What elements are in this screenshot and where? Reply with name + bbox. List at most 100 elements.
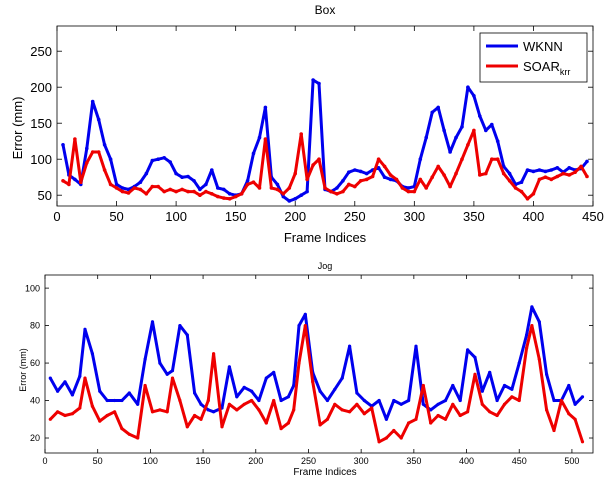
box-series-wknn-point — [192, 179, 196, 183]
jog-series-wknn-point — [510, 387, 514, 391]
jog-series-wknn-point — [436, 402, 440, 406]
jog-series-wknn-point — [90, 352, 94, 356]
jog-series-wknn-point — [199, 402, 203, 406]
jog-series-wknn-point — [206, 408, 210, 412]
box-series-soar-point — [222, 196, 226, 200]
box-series-wknn-point — [531, 169, 536, 174]
box-series-soar-point — [442, 173, 446, 177]
jog-xtick-label: 350 — [406, 456, 421, 466]
box-series-wknn-point — [102, 143, 107, 147]
jog-series-soar-point — [510, 395, 514, 399]
jog-series-soar-point — [466, 410, 470, 414]
box-series-soar-point — [561, 171, 565, 176]
box-series-wknn-point — [382, 175, 387, 179]
box-series-wknn-point — [245, 179, 250, 183]
box-series-wknn-point — [186, 174, 190, 179]
jog-series-soar-point — [242, 402, 246, 406]
box-series-soar-point — [436, 164, 441, 169]
jog-series-soar-point — [165, 410, 169, 414]
box-series-wknn-point — [519, 180, 524, 184]
box-series-soar-point — [513, 186, 518, 190]
box-series-wknn-point — [418, 157, 423, 161]
jog-chart-xlabel: Frame Indices — [293, 467, 356, 477]
box-series-wknn-point — [180, 175, 184, 179]
jog-series-wknn-point — [185, 333, 189, 337]
box-series-soar-point — [275, 187, 280, 192]
jog-xtick-label: 250 — [301, 456, 316, 466]
box-series-wknn-point — [305, 189, 309, 194]
jog-series-soar-point — [272, 398, 276, 403]
jog-series-soar-point — [530, 324, 534, 328]
jog-series-soar-point — [56, 410, 60, 414]
box-series-soar-point — [370, 174, 375, 179]
jog-series-wknn-point — [48, 376, 52, 380]
box-series-soar-point — [132, 186, 137, 190]
jog-series-soar-point — [480, 402, 484, 406]
jog-series-soar-point — [502, 402, 507, 406]
jog-series-soar-point — [105, 413, 109, 418]
jog-series-soar-point — [150, 410, 155, 414]
jog-series-wknn-point — [362, 398, 366, 403]
box-series-soar-point — [126, 191, 131, 195]
box-series-wknn-point — [347, 170, 351, 174]
jog-series-soar-point — [235, 408, 239, 412]
jog-xtick-label: 150 — [196, 456, 211, 466]
jog-series-wknn-point — [473, 355, 477, 359]
box-series-wknn-point — [376, 166, 381, 170]
box-series-wknn-point — [454, 135, 458, 140]
jog-series-wknn-point — [136, 402, 140, 406]
legend-label-soar-subscript: krr — [560, 67, 571, 77]
box-series-soar-point — [543, 175, 548, 179]
jog-chart-ticks: 0 50 100 150 200 250 300 350 400 450 500 20 40 60 80 10… — [25, 275, 593, 466]
box-series-wknn-point — [430, 110, 435, 115]
jog-series-wknn-point — [525, 333, 529, 337]
box-series-soar-point — [114, 186, 119, 190]
box-series-wknn-point — [317, 81, 321, 86]
jog-series-soar-point — [113, 410, 117, 414]
box-series-soar-point — [245, 182, 250, 187]
box-series-soar-point — [233, 194, 238, 199]
box-series-wknn-point — [460, 125, 464, 129]
jog-series-wknn-point — [466, 348, 470, 352]
jog-series-soar-point — [78, 406, 82, 410]
box-series-soar-point — [90, 150, 95, 154]
jog-series-wknn-point — [348, 344, 352, 348]
jog-series-soar-point — [377, 440, 381, 444]
jog-series-soar-point — [98, 419, 102, 423]
box-series-soar-point — [311, 163, 315, 167]
box-series-soar-point — [168, 187, 172, 192]
box-series-wknn-point — [222, 187, 226, 192]
box-series-soar-point — [519, 189, 524, 194]
jog-series-wknn-point — [580, 395, 585, 399]
box-series-wknn-point — [543, 169, 548, 174]
box-series-soar-point — [79, 180, 83, 184]
jog-series-soar-point — [421, 383, 425, 388]
jog-series-soar-point — [70, 412, 74, 416]
box-series-wknn-point — [478, 114, 482, 118]
box-series-soar-point — [180, 187, 184, 192]
jog-series-wknn-point — [480, 389, 484, 393]
jog-series-wknn-point — [573, 402, 577, 406]
box-xtick-label: 350 — [463, 209, 485, 224]
jog-series-wknn-point — [407, 398, 411, 403]
box-series-soar-point — [490, 157, 494, 161]
box-series-wknn-point — [585, 159, 589, 164]
box-chart-xlabel: Frame Indices — [284, 230, 367, 245]
box-series-soar-point — [382, 164, 387, 169]
box-series-wknn-point — [555, 166, 560, 170]
legend-label-wknn: WKNN — [523, 39, 563, 54]
jog-xtick-label: 450 — [512, 456, 527, 466]
jog-xtick-label: 0 — [42, 456, 47, 466]
jog-series-wknn-point — [56, 389, 60, 393]
jog-series-wknn-point — [340, 376, 344, 380]
jog-series-soar-point — [567, 412, 571, 416]
box-series-wknn-point — [281, 194, 286, 199]
box-series-soar-point — [353, 184, 357, 189]
jog-ytick-label: 20 — [30, 433, 40, 443]
jog-series-soar-point — [199, 417, 203, 421]
box-series-soar-point — [150, 184, 155, 189]
box-xtick-label: 450 — [582, 209, 604, 224]
box-series-wknn-point — [120, 186, 125, 190]
box-series-wknn-point — [90, 99, 95, 104]
box-series-wknn-point — [406, 186, 411, 190]
